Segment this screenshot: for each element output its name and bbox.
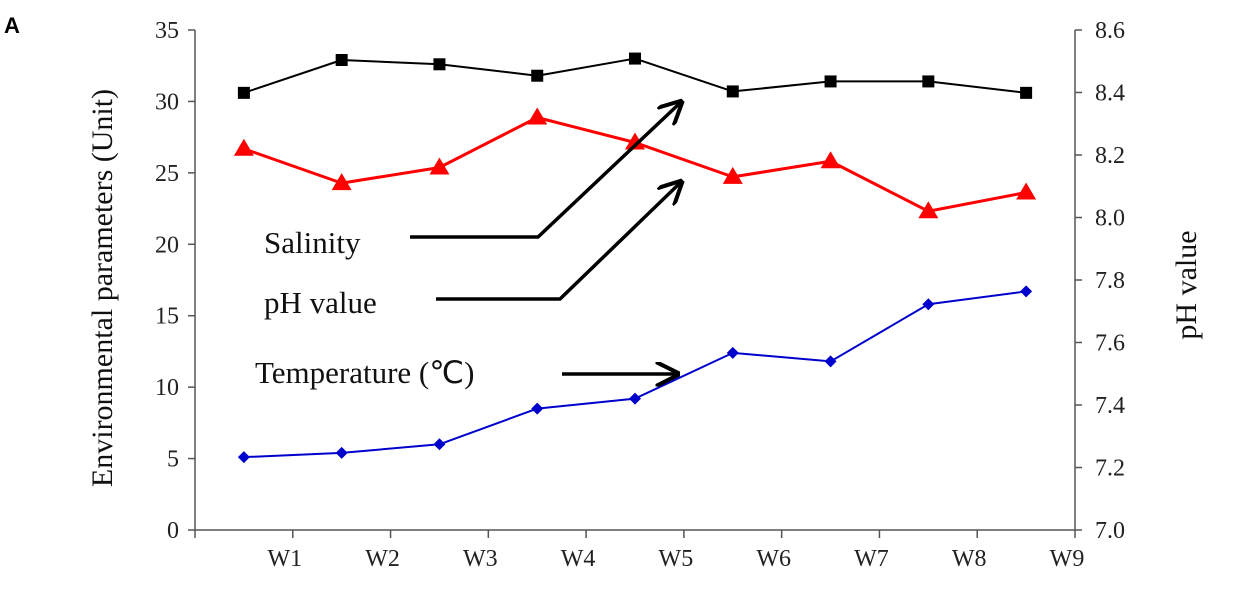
- x-axis-tick-label: W7: [854, 546, 889, 572]
- temperature-point: [335, 446, 348, 459]
- salinity-point: [531, 69, 544, 82]
- ph-value-point: [820, 151, 841, 169]
- salinity-point: [1020, 86, 1033, 99]
- salinity-point: [629, 52, 641, 65]
- ph-value-annotation: pH value: [264, 285, 377, 320]
- x-axis-tick-label: W5: [659, 546, 694, 572]
- right-axis-tick-label: 8.2: [1095, 143, 1125, 169]
- x-axis-tick-label: W4: [561, 546, 596, 572]
- right-axis-tick-label: 8.0: [1095, 206, 1125, 232]
- right-axis-tick-label: 7.0: [1095, 518, 1125, 544]
- series-markers: [233, 52, 1037, 464]
- x-axis-tick-label: W3: [463, 546, 498, 572]
- right-axis-tick-label: 7.2: [1095, 456, 1125, 482]
- salinity-annotation: Salinity: [264, 225, 361, 260]
- temperature-point: [629, 392, 641, 405]
- x-axis-tick-label: W1: [267, 546, 302, 572]
- salinity-point: [433, 58, 446, 71]
- temperature-point: [726, 346, 739, 359]
- salinity-point: [726, 85, 739, 98]
- temperature-annotation: Temperature (℃): [255, 355, 474, 390]
- y-axis-title: Environmental parameters (Unit): [86, 89, 119, 487]
- ph-value-point: [918, 201, 939, 219]
- temperature-point: [237, 451, 250, 464]
- salinity-point: [922, 75, 935, 88]
- annotations: Salinity pH value Temperature (℃): [255, 103, 680, 390]
- temperature-point: [1020, 285, 1033, 298]
- ph-value-arrow: [436, 183, 680, 301]
- x-axis-tick-label: W6: [756, 546, 791, 572]
- left-axis-tick-label: 20: [155, 232, 179, 258]
- temperature-point: [824, 355, 837, 368]
- salinity-point: [824, 75, 837, 88]
- left-axis-tick-label: 25: [155, 161, 179, 187]
- ph-value-point: [527, 107, 548, 125]
- right-axis-tick-label: 7.8: [1095, 268, 1125, 294]
- ph-value-point: [233, 138, 254, 156]
- temperature-point: [433, 438, 446, 451]
- ph-value-line: [243, 116, 1027, 213]
- left-axis-tick-label: 10: [155, 375, 179, 401]
- salinity-arrow: [410, 103, 680, 239]
- x-axis-tick-label: W2: [365, 546, 400, 572]
- left-axis-tick-label: 15: [155, 304, 179, 330]
- panel-label: A: [4, 13, 20, 38]
- ph-value-point: [429, 157, 450, 175]
- right-axis-tick-label: 8.6: [1095, 18, 1125, 44]
- left-axis-tick-label: 30: [155, 89, 179, 115]
- left-axis-tick-label: 0: [167, 518, 179, 544]
- right-axis-tick-label: 8.4: [1095, 81, 1125, 107]
- left-axis-tick-label: 5: [167, 447, 179, 473]
- right-axis-tick-label: 7.6: [1095, 331, 1125, 357]
- ph-value-point: [331, 173, 352, 191]
- y2-axis-title: pH value: [1170, 230, 1203, 339]
- ph-value-point: [722, 166, 743, 184]
- x-axis-tick-label: W9: [1050, 546, 1085, 572]
- ph-value-point: [625, 132, 645, 150]
- salinity-point: [335, 54, 348, 66]
- left-axis-tick-label: 35: [155, 18, 179, 44]
- axes: 0 5 10 15 20 25 30 35 7.0 7.2 7.4 7.6 7.8 8.0 8.2 8.4 8.…: [155, 18, 1125, 572]
- temperature-point: [531, 402, 544, 415]
- salinity-point: [237, 86, 250, 99]
- ph-value-point: [1016, 182, 1037, 200]
- temperature-point: [922, 298, 935, 311]
- x-axis-tick-label: W8: [952, 546, 987, 572]
- right-axis-tick-label: 7.4: [1095, 393, 1125, 419]
